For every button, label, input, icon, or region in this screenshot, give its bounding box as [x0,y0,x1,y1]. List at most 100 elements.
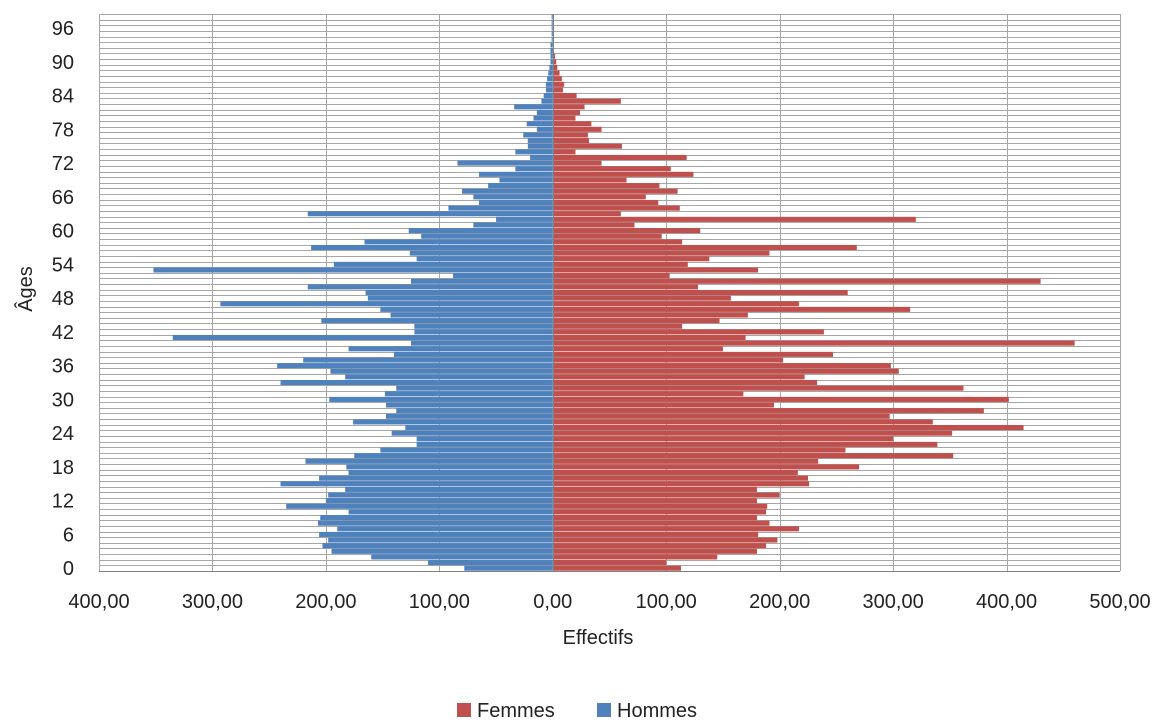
y-tick-label: 18 [52,457,74,479]
bar-femmes-age-24 [552,430,953,436]
bar-femmes-age-72 [552,160,602,166]
y-tick-label: 42 [52,322,74,344]
y-tick-label: 12 [52,491,74,513]
bar-femmes-age-48 [552,295,731,301]
bar-hommes-age-22 [416,441,553,447]
series-femmes-bars [552,31,1075,571]
bar-hommes-age-4 [322,543,553,549]
y-tick-label: 84 [52,86,74,108]
x-tick-labels: 400,00 300,00 200,00 100,00 0,00 100,00 200,00… [68,591,1150,613]
x-tick-label: 100,00 [636,591,697,613]
bar-hommes-age-75 [527,143,553,149]
bar-hommes-age-44 [321,318,553,324]
bar-femmes-age-50 [552,284,698,290]
bar-femmes-age-34 [552,374,805,380]
bar-hommes-age-5 [328,537,553,543]
legend-swatch-hommes [597,703,611,717]
legend-swatch-femmes [457,703,471,717]
bar-femmes-age-63 [552,211,621,217]
bar-hommes-age-88 [548,70,553,76]
legend-label-femmes: Femmes [477,700,555,720]
bar-femmes-age-76 [552,138,590,144]
bar-hommes-age-70 [479,171,553,177]
bar-hommes-age-46 [380,306,553,312]
bar-hommes-age-52 [452,273,553,279]
bar-hommes-age-89 [549,64,553,70]
bar-hommes-age-39 [348,346,553,352]
bar-femmes-age-26 [552,419,933,425]
bar-hommes-age-83 [541,98,553,104]
y-tick-label: 96 [52,18,74,40]
bar-femmes-age-61 [552,222,635,228]
x-tick-label: 0,00 [533,591,572,613]
bar-femmes-age-67 [552,188,678,194]
bar-hommes-age-72 [457,160,553,166]
bar-hommes-age-33 [280,379,553,386]
bar-femmes-age-15 [552,481,810,487]
bar-hommes-age-87 [547,76,553,82]
y-tick-label: 48 [52,288,74,310]
bar-hommes-age-59 [421,233,553,239]
bar-femmes-age-2 [552,554,718,560]
bar-hommes-age-29 [386,402,553,408]
bar-femmes-age-8 [552,520,770,526]
bar-femmes-age-80 [552,115,576,121]
bar-femmes-age-90 [552,59,557,65]
bar-femmes-age-27 [552,413,890,419]
bar-femmes-age-56 [552,250,770,256]
series-hommes-bars [153,14,553,571]
bar-femmes-age-55 [552,256,710,262]
bar-femmes-age-88 [552,70,560,76]
bar-hommes-age-25 [405,424,553,431]
bar-femmes-age-52 [552,273,670,279]
bar-femmes-age-37 [552,357,784,363]
bar-femmes-age-0 [552,565,681,571]
bar-hommes-age-58 [364,239,553,245]
bar-femmes-age-83 [552,98,621,104]
bar-hommes-age-21 [380,447,553,453]
bar-hommes-age-93 [550,42,553,48]
bar-femmes-age-43 [552,323,683,329]
bar-hommes-age-30 [329,396,553,402]
x-tick-label: 400,00 [976,591,1037,613]
bar-hommes-age-67 [462,188,553,194]
bar-femmes-age-44 [552,318,720,324]
x-tick-label: 300,00 [863,591,924,613]
x-tick-label: 100,00 [409,591,470,613]
bar-hommes-age-81 [536,109,553,115]
bar-hommes-age-96 [551,25,553,31]
bar-hommes-age-32 [396,385,553,391]
bar-femmes-age-1 [552,560,667,566]
bar-femmes-age-5 [552,537,778,543]
bar-femmes-age-62 [552,216,916,222]
bar-hommes-age-23 [416,436,553,442]
bar-hommes-age-38 [393,351,553,357]
bar-femmes-age-60 [552,228,701,234]
bar-hommes-age-6 [319,531,553,537]
bar-femmes-age-84 [552,93,577,99]
bar-hommes-age-12 [325,498,553,504]
bar-hommes-age-90 [550,59,553,65]
bar-femmes-age-41 [552,334,746,341]
bar-hommes-age-82 [514,104,553,110]
bar-femmes-age-42 [552,329,824,335]
bar-femmes-age-87 [552,76,562,82]
bar-femmes-age-7 [552,526,799,532]
bar-femmes-age-73 [552,154,687,161]
bar-hommes-age-60 [408,228,553,234]
bar-hommes-age-10 [348,509,553,515]
bar-femmes-age-85 [552,87,563,93]
bar-hommes-age-40 [410,340,553,346]
bar-femmes-age-89 [552,64,558,70]
bar-femmes-age-59 [552,233,662,239]
bar-femmes-age-12 [552,498,757,504]
y-tick-label: 36 [52,356,74,378]
bar-hommes-age-3 [331,548,553,554]
bar-femmes-age-23 [552,436,894,442]
bar-hommes-age-18 [346,464,553,470]
bar-femmes-age-3 [552,548,757,554]
bar-femmes-age-51 [552,278,1041,284]
bar-hommes-age-57 [311,244,553,251]
y-tick-label: 90 [52,52,74,74]
bar-hommes-age-8 [317,520,553,526]
